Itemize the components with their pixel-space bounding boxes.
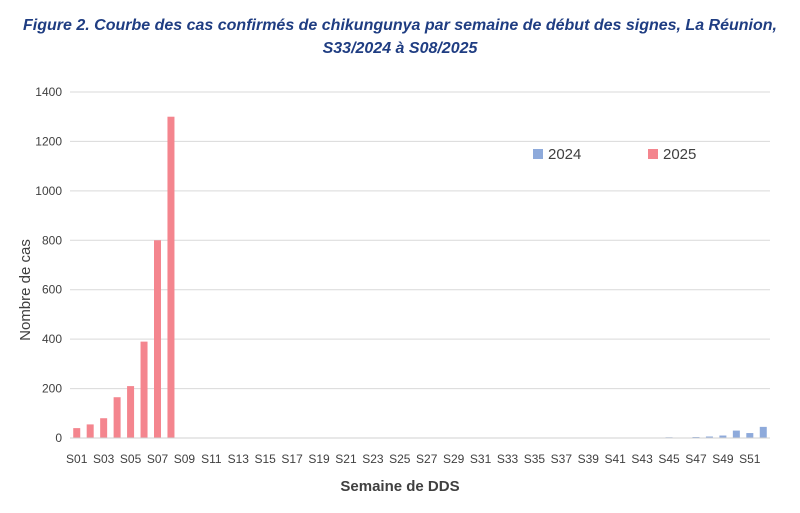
x-tick-label: S47 [685, 452, 707, 466]
legend-label-2024: 2024 [548, 146, 581, 163]
x-tick-label: S51 [739, 452, 761, 466]
x-tick-label: S45 [658, 452, 680, 466]
y-tick-label: 1200 [35, 134, 62, 148]
x-tick-label: S07 [147, 452, 169, 466]
y-tick-label: 600 [42, 283, 62, 297]
legend: 2024 2025 [533, 146, 696, 163]
legend-swatch-2024 [533, 149, 543, 159]
x-tick-label: S21 [335, 452, 357, 466]
bar-2024-S48 [705, 436, 713, 438]
y-tick-label: 1400 [35, 85, 62, 99]
x-tick-label: S37 [551, 452, 573, 466]
bar-2024-S51 [746, 433, 754, 438]
y-axis-ticks: 0 200 400 600 800 1000 1200 1400 [35, 85, 62, 445]
bar-2025-S07 [154, 240, 161, 438]
x-tick-label: S35 [524, 452, 546, 466]
y-tick-label: 800 [42, 233, 62, 247]
x-tick-label: S31 [470, 452, 492, 466]
x-tick-label: S23 [362, 452, 384, 466]
y-tick-label: 0 [55, 431, 62, 445]
bar-2025-S02 [86, 424, 94, 438]
y-axis-label: Nombre de cas [17, 239, 34, 341]
x-tick-label: S49 [712, 452, 734, 466]
x-tick-label: S05 [120, 452, 142, 466]
x-tick-label: S27 [416, 452, 438, 466]
bars [73, 116, 767, 438]
bar-2025-S08 [167, 116, 175, 438]
x-tick-label: S43 [631, 452, 653, 466]
x-tick-label: S15 [255, 452, 277, 466]
x-tick-label: S19 [308, 452, 330, 466]
x-tick-label: S33 [497, 452, 519, 466]
gridlines [70, 91, 770, 390]
x-tick-label: S13 [228, 452, 250, 466]
y-tick-label: 1000 [35, 184, 62, 198]
x-tick-label: S29 [443, 452, 465, 466]
bar-2025-S05 [127, 386, 135, 438]
x-tick-label: S11 [201, 452, 222, 466]
bar-2024-S52 [759, 426, 767, 438]
bar-2024-S50 [732, 430, 740, 438]
x-axis-ticks: S01 S03 S05 S07 S09 S11 S13 S15 S17 S19 S21 S23 S25 S… [66, 452, 761, 466]
x-axis-label: Semaine de DDS [340, 478, 459, 495]
bar-2025-S03 [100, 418, 108, 438]
x-tick-label: S25 [389, 452, 411, 466]
chart-title: Figure 2. Courbe des cas confirmés de ch… [0, 14, 800, 60]
x-tick-label: S39 [578, 452, 600, 466]
bar-2025-S04 [113, 397, 121, 438]
chart-title-line-2: S33/2024 à S08/2025 [322, 40, 478, 57]
legend-label-2025: 2025 [663, 146, 696, 163]
x-tick-label: S09 [174, 452, 196, 466]
y-tick-label: 400 [42, 332, 62, 346]
x-tick-label: S41 [605, 452, 627, 466]
y-tick-label: 200 [42, 382, 62, 396]
x-tick-label: S03 [93, 452, 115, 466]
bar-2024-S49 [719, 435, 727, 438]
x-tick-label: S17 [281, 452, 303, 466]
chart-title-line-1: Figure 2. Courbe des cas confirmés de ch… [23, 17, 777, 34]
legend-swatch-2025 [648, 149, 658, 159]
bar-2025-S06 [140, 341, 148, 438]
bar-2025-S01 [73, 428, 81, 438]
x-tick-label: S01 [66, 452, 88, 466]
